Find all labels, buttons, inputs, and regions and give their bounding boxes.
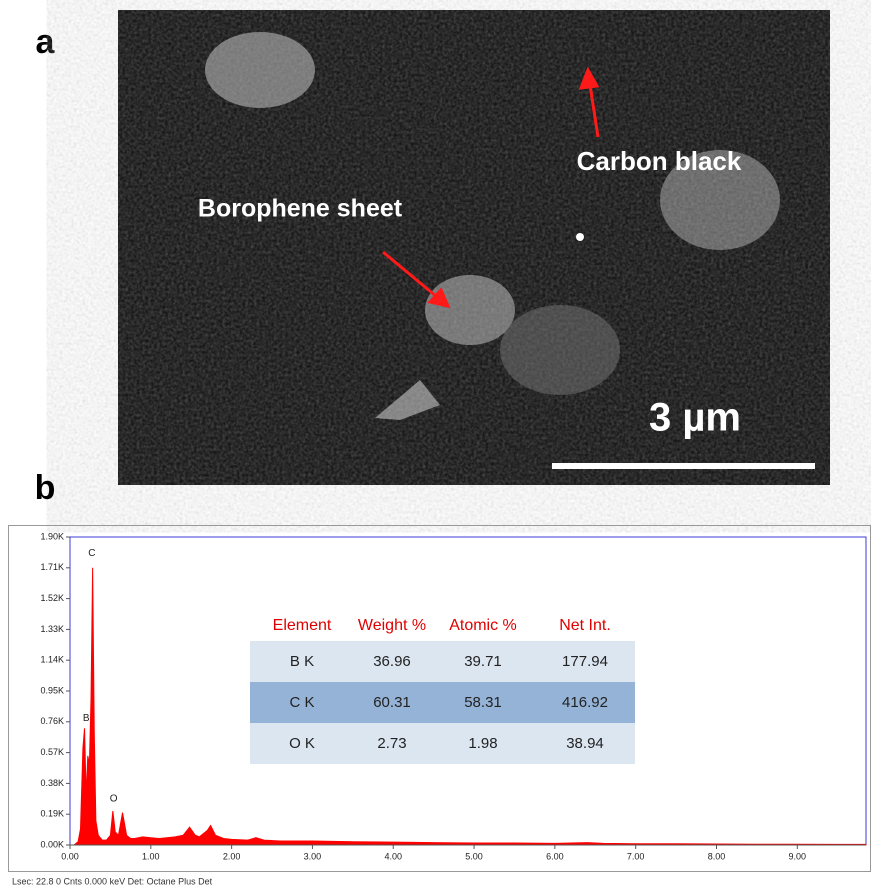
y-tick-label: 0.76K (40, 716, 64, 726)
y-tick-label: 0.57K (40, 747, 64, 757)
y-tick-label: 0.19K (40, 809, 64, 819)
table-cell: 38.94 (566, 735, 604, 752)
table-row (250, 641, 635, 682)
scale-bar-label: 3 µm (649, 396, 741, 440)
y-tick-label: 1.71K (40, 562, 64, 572)
x-tick-label: 1.00 (142, 851, 160, 861)
x-tick-label: 4.00 (384, 851, 402, 861)
table-cell: 60.31 (373, 694, 411, 711)
table-cell: B K (290, 653, 314, 670)
table-cell: C K (289, 694, 314, 711)
x-tick-label: 8.00 (708, 851, 726, 861)
annotation: Borophene sheet (198, 195, 403, 223)
table-header: Element (273, 617, 332, 634)
x-tick-label: 6.00 (546, 851, 564, 861)
footer: Lsec: 22.8 0 Cnts 0.000 keV Det: Octane … (12, 876, 213, 886)
x-tick-label: 7.00 (627, 851, 645, 861)
y-tick-label: 1.90K (40, 531, 64, 541)
table-header: Weight % (358, 617, 426, 634)
table-header: Atomic % (449, 617, 517, 634)
panel-label: a (36, 23, 56, 61)
table-cell: 1.98 (468, 735, 497, 752)
y-tick-label: 0.95K (40, 685, 64, 695)
y-tick-label: 1.33K (40, 624, 64, 634)
peak-label: C (88, 548, 95, 559)
y-tick-label: 0.38K (40, 778, 64, 788)
table-cell: 39.71 (464, 653, 502, 670)
table-row (250, 723, 635, 764)
table-header: Net Int. (559, 617, 611, 634)
y-tick-label: 0.00K (40, 839, 64, 849)
table-cell: 177.94 (562, 653, 608, 670)
table-cell: O K (289, 735, 315, 752)
y-tick-label: 1.52K (40, 593, 64, 603)
spectrum (70, 567, 867, 846)
x-tick-label: 5.00 (465, 851, 483, 861)
peak-label: O (110, 793, 118, 804)
x-tick-label: 2.00 (223, 851, 241, 861)
arrows (382, 66, 600, 309)
sem-image (118, 10, 830, 485)
table-row (250, 682, 635, 723)
y-tick-label: 1.14K (40, 655, 64, 665)
panel-label: b (35, 469, 56, 507)
annotation: Carbon black (577, 146, 742, 176)
table-cell: 58.31 (464, 694, 502, 711)
x-tick-label: 3.00 (304, 851, 322, 861)
scale-bar (552, 463, 815, 469)
x-tick-label: 0.00 (61, 851, 79, 861)
table-cell: 416.92 (562, 694, 608, 711)
x-tick-label: 9.00 (789, 851, 807, 861)
table-cell: 2.73 (377, 735, 406, 752)
peak-label: B (83, 713, 90, 724)
table-cell: 36.96 (373, 653, 411, 670)
